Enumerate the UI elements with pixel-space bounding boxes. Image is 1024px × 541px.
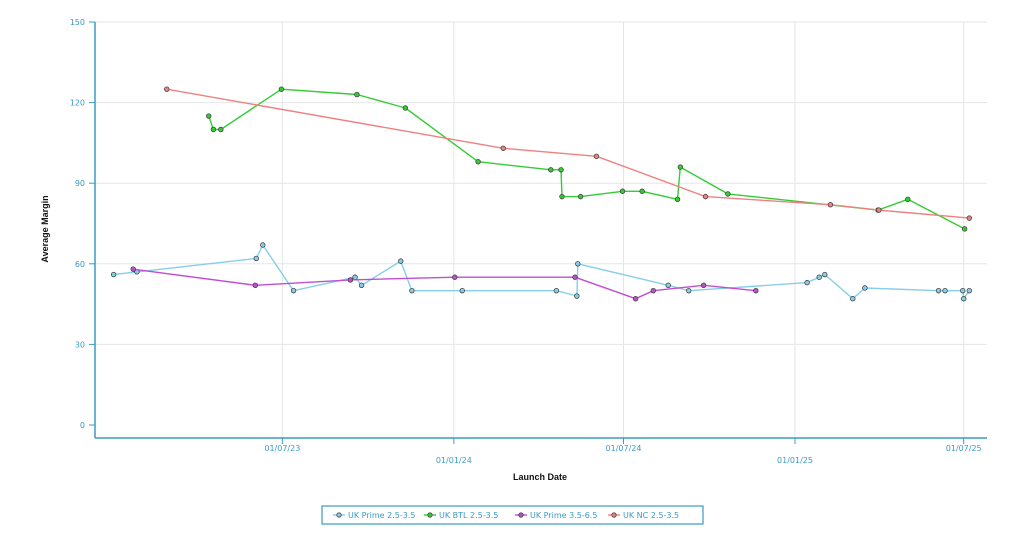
- data-point: [905, 196, 911, 203]
- data-point: [674, 196, 681, 203]
- y-axis-title: Average Margin: [40, 195, 50, 262]
- series-line: [208, 88, 965, 230]
- axes: 0 30 60 90 120 150 01/07/23 01/01/24 01/07/24 01/…: [70, 18, 987, 465]
- data-point: [110, 271, 117, 278]
- data-point: [850, 296, 856, 302]
- data-point: [966, 287, 972, 294]
- data-point: [632, 296, 639, 302]
- data-point: [804, 279, 810, 286]
- series-layer: [110, 86, 972, 302]
- data-point: [164, 86, 170, 92]
- data-point: [559, 193, 565, 200]
- data-point: [398, 258, 404, 264]
- data-point: [347, 277, 354, 283]
- data-point: [352, 274, 358, 280]
- data-point: [290, 287, 297, 294]
- data-point: [686, 287, 692, 294]
- x-tick-label: 01/07/25: [946, 444, 982, 453]
- data-point: [358, 282, 365, 288]
- y-tick-label: 150: [70, 18, 85, 27]
- series-uk-prime-2-5-3-5: [110, 242, 972, 302]
- data-point: [500, 145, 506, 151]
- data-point: [862, 285, 868, 291]
- y-tick-label: 0: [80, 421, 85, 430]
- legend-label: UK Prime 2.5-3.5: [348, 511, 415, 520]
- data-point: [574, 293, 580, 299]
- data-point: [206, 113, 212, 119]
- legend-swatch-marker: [336, 512, 342, 518]
- data-point: [725, 191, 731, 197]
- series-line: [113, 244, 970, 300]
- data-point: [960, 296, 967, 302]
- data-point: [942, 287, 948, 294]
- data-point: [961, 226, 968, 232]
- legend-item: UK BTL 2.5-3.5: [424, 511, 498, 520]
- data-point: [593, 153, 600, 160]
- data-point: [558, 167, 564, 173]
- x-tick-label: 01/01/25: [777, 456, 813, 465]
- legend-swatch-marker: [518, 512, 524, 518]
- series-uk-nc-2-5-3-5: [164, 86, 972, 221]
- y-tick-label: 30: [75, 340, 85, 349]
- data-point: [218, 126, 224, 133]
- data-point: [278, 86, 285, 92]
- data-point: [619, 188, 626, 194]
- data-point: [475, 159, 481, 165]
- x-axis-title: Launch Date: [513, 472, 567, 482]
- data-point: [575, 261, 581, 267]
- series-line: [166, 88, 970, 219]
- data-point: [677, 164, 684, 170]
- legend-label: UK BTL 2.5-3.5: [439, 511, 498, 520]
- data-point: [700, 282, 707, 288]
- y-tick-label: 90: [75, 179, 85, 188]
- data-point: [210, 126, 217, 133]
- data-point: [253, 255, 259, 262]
- data-point: [354, 91, 360, 98]
- data-point: [252, 282, 259, 288]
- legend: UK Prime 2.5-3.5 UK BTL 2.5-3.5 UK Prime 3…: [321, 505, 704, 525]
- data-point: [553, 287, 560, 294]
- data-point: [816, 274, 822, 280]
- data-point: [572, 274, 578, 280]
- data-point: [260, 242, 266, 248]
- grid-lines: [95, 21, 987, 438]
- legend-swatch-marker: [427, 512, 433, 518]
- data-point: [822, 271, 828, 278]
- data-point: [876, 207, 882, 213]
- y-tick-label: 120: [70, 99, 85, 108]
- legend-item: UK Prime 2.5-3.5: [333, 511, 415, 520]
- data-point: [650, 287, 657, 294]
- data-point: [827, 201, 834, 208]
- data-point: [960, 287, 966, 294]
- data-point: [665, 282, 671, 288]
- data-point: [459, 287, 465, 294]
- legend-box: [321, 505, 704, 525]
- x-tick-label: 01/07/24: [606, 444, 642, 453]
- data-point: [935, 287, 942, 294]
- legend-item: UK NC 2.5-3.5: [608, 511, 679, 520]
- x-tick-label: 01/01/24: [436, 456, 472, 465]
- legend-label: UK Prime 3.5-6.5: [530, 511, 597, 520]
- data-point: [577, 193, 584, 200]
- data-point: [130, 266, 136, 272]
- series-uk-btl-2-5-3-5: [206, 86, 968, 232]
- data-point: [639, 188, 645, 194]
- legend-label: UK NC 2.5-3.5: [623, 511, 679, 520]
- data-point: [753, 287, 759, 294]
- data-point: [409, 287, 415, 294]
- data-point: [548, 167, 554, 173]
- y-tick-label: 60: [75, 260, 85, 269]
- legend-swatch-marker: [611, 512, 617, 518]
- data-point: [702, 193, 709, 200]
- legend-item: UK Prime 3.5-6.5: [515, 511, 597, 520]
- x-tick-label: 01/07/23: [264, 444, 300, 453]
- data-point: [452, 274, 458, 280]
- data-point: [402, 105, 409, 111]
- data-point: [966, 215, 972, 221]
- series-uk-prime-3-5-6-5: [130, 266, 759, 302]
